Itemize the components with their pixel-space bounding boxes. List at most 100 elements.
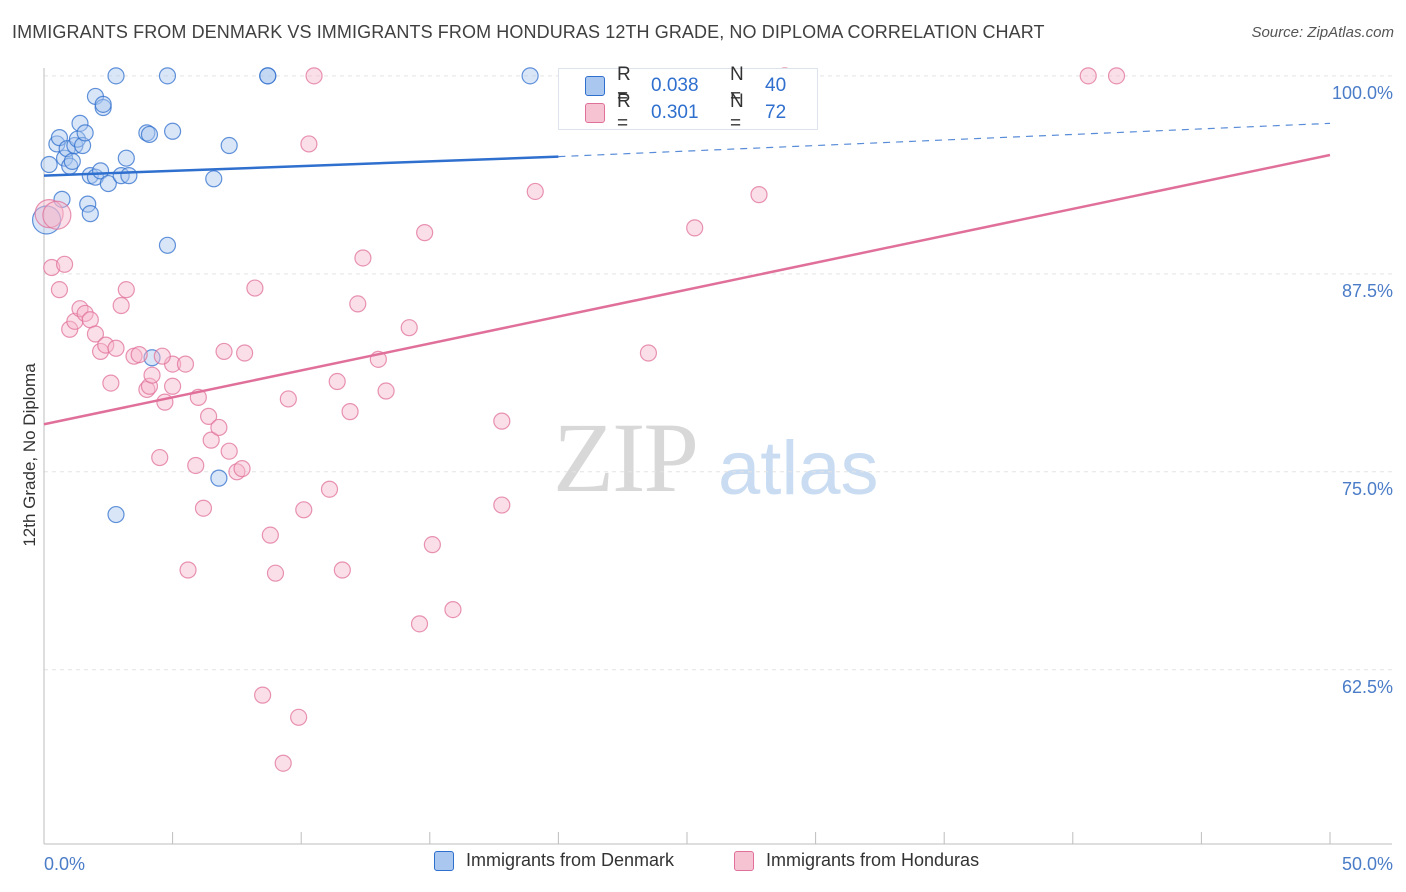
- honduras-point: [153, 347, 171, 365]
- x-tick-label: 50.0%: [1342, 854, 1393, 874]
- honduras-point: [328, 372, 346, 391]
- legend-item-honduras[interactable]: Immigrants from Honduras: [734, 850, 979, 871]
- honduras-point: [750, 186, 768, 204]
- honduras-point: [179, 561, 197, 579]
- honduras-point: [50, 281, 69, 299]
- honduras-point: [305, 67, 323, 85]
- denmark-point: [158, 236, 177, 254]
- honduras-point: [86, 325, 105, 343]
- honduras-point: [236, 344, 254, 362]
- denmark-swatch: [585, 76, 605, 96]
- honduras-point: [143, 366, 161, 384]
- denmark-point: [140, 125, 159, 144]
- honduras-point: [140, 377, 159, 395]
- tick-labels: 62.5% 75.0% 87.5% 100.0% 0.0% 50.0%: [44, 83, 1393, 874]
- legend-item-denmark[interactable]: Immigrants from Denmark: [434, 850, 674, 871]
- honduras-point: [176, 355, 195, 373]
- legend-denmark-label: Immigrants from Denmark: [466, 850, 675, 870]
- denmark-point: [94, 95, 112, 113]
- honduras-point: [130, 345, 148, 364]
- n-value-honduras: 72: [765, 102, 787, 123]
- honduras-point: [34, 199, 64, 229]
- y-tick-label: 87.5%: [1342, 281, 1393, 301]
- honduras-point: [400, 319, 418, 337]
- honduras-point: [1107, 67, 1126, 85]
- denmark-point: [99, 174, 117, 193]
- honduras-point: [300, 135, 318, 153]
- honduras-swatch: [585, 103, 605, 123]
- r-value-denmark: 0.038: [651, 75, 699, 96]
- honduras-point: [97, 336, 115, 354]
- honduras-point: [194, 499, 213, 517]
- r-label: R =: [617, 91, 631, 134]
- denmark-point: [158, 67, 177, 85]
- denmark-point: [107, 67, 125, 85]
- denmark-trend-line: [43, 155, 559, 177]
- honduras-point: [117, 281, 135, 299]
- honduras-point: [290, 708, 308, 726]
- denmark-point: [71, 114, 89, 132]
- denmark-point: [164, 122, 182, 140]
- honduras-point: [200, 407, 218, 425]
- x-tick-label: 0.0%: [44, 854, 85, 874]
- axes: [43, 68, 1392, 845]
- legend-denmark-swatch: [434, 850, 454, 871]
- honduras-point: [444, 600, 462, 619]
- honduras-point: [266, 564, 285, 582]
- honduras-point: [639, 344, 658, 362]
- honduras-point: [354, 249, 372, 267]
- data-points: [31, 67, 1126, 772]
- honduras-point: [254, 686, 272, 704]
- denmark-point: [120, 167, 138, 185]
- y-tick-label: 75.0%: [1342, 479, 1393, 499]
- honduras-point: [228, 463, 246, 481]
- honduras-point: [261, 526, 279, 544]
- honduras-point: [151, 448, 169, 467]
- denmark-point: [210, 469, 228, 487]
- denmark-point: [73, 136, 92, 155]
- denmark-point: [76, 124, 94, 142]
- denmark-point: [117, 149, 135, 167]
- denmark-point: [63, 152, 81, 170]
- n-label: N =: [730, 91, 744, 134]
- honduras-point: [187, 456, 205, 475]
- honduras-point: [55, 255, 74, 273]
- honduras-point: [686, 219, 704, 237]
- honduras-point: [493, 412, 511, 430]
- honduras-point: [333, 561, 351, 579]
- legend-honduras-swatch: [734, 850, 754, 871]
- r-label: R =: [617, 64, 631, 107]
- r-value-honduras: 0.301: [651, 102, 699, 123]
- denmark-point: [205, 170, 223, 188]
- honduras-point: [1079, 67, 1097, 85]
- n-label: N =: [730, 64, 744, 107]
- series-legend: Immigrants from Denmark Immigrants from …: [0, 850, 1406, 880]
- honduras-point: [423, 536, 441, 554]
- honduras-point: [349, 295, 367, 313]
- grid-lines: [44, 75, 1392, 671]
- y-tick-label: 100.0%: [1332, 83, 1393, 103]
- honduras-point: [81, 311, 99, 329]
- honduras-point: [274, 754, 292, 772]
- honduras-point: [410, 615, 429, 633]
- honduras-point: [295, 501, 313, 519]
- denmark-point: [40, 155, 58, 174]
- denmark-point: [259, 67, 277, 85]
- denmark-point: [81, 205, 99, 223]
- honduras-point: [156, 393, 174, 411]
- denmark-point: [107, 505, 125, 524]
- honduras-point: [71, 300, 89, 318]
- honduras-point: [416, 224, 434, 242]
- honduras-trend-line: [43, 153, 1331, 426]
- legend-honduras-label: Immigrants from Honduras: [766, 850, 980, 870]
- trend-lines: [43, 122, 1331, 426]
- y-tick-label: 62.5%: [1342, 677, 1393, 697]
- honduras-point: [493, 496, 511, 514]
- source-credit: Source: ZipAtlas.com: [1251, 24, 1394, 41]
- honduras-point: [279, 390, 297, 408]
- honduras-point: [102, 374, 120, 392]
- honduras-point: [43, 258, 61, 277]
- chart-title: IMMIGRANTS FROM DENMARK VS IMMIGRANTS FR…: [12, 22, 1045, 42]
- watermark-atlas: atlas: [718, 426, 879, 511]
